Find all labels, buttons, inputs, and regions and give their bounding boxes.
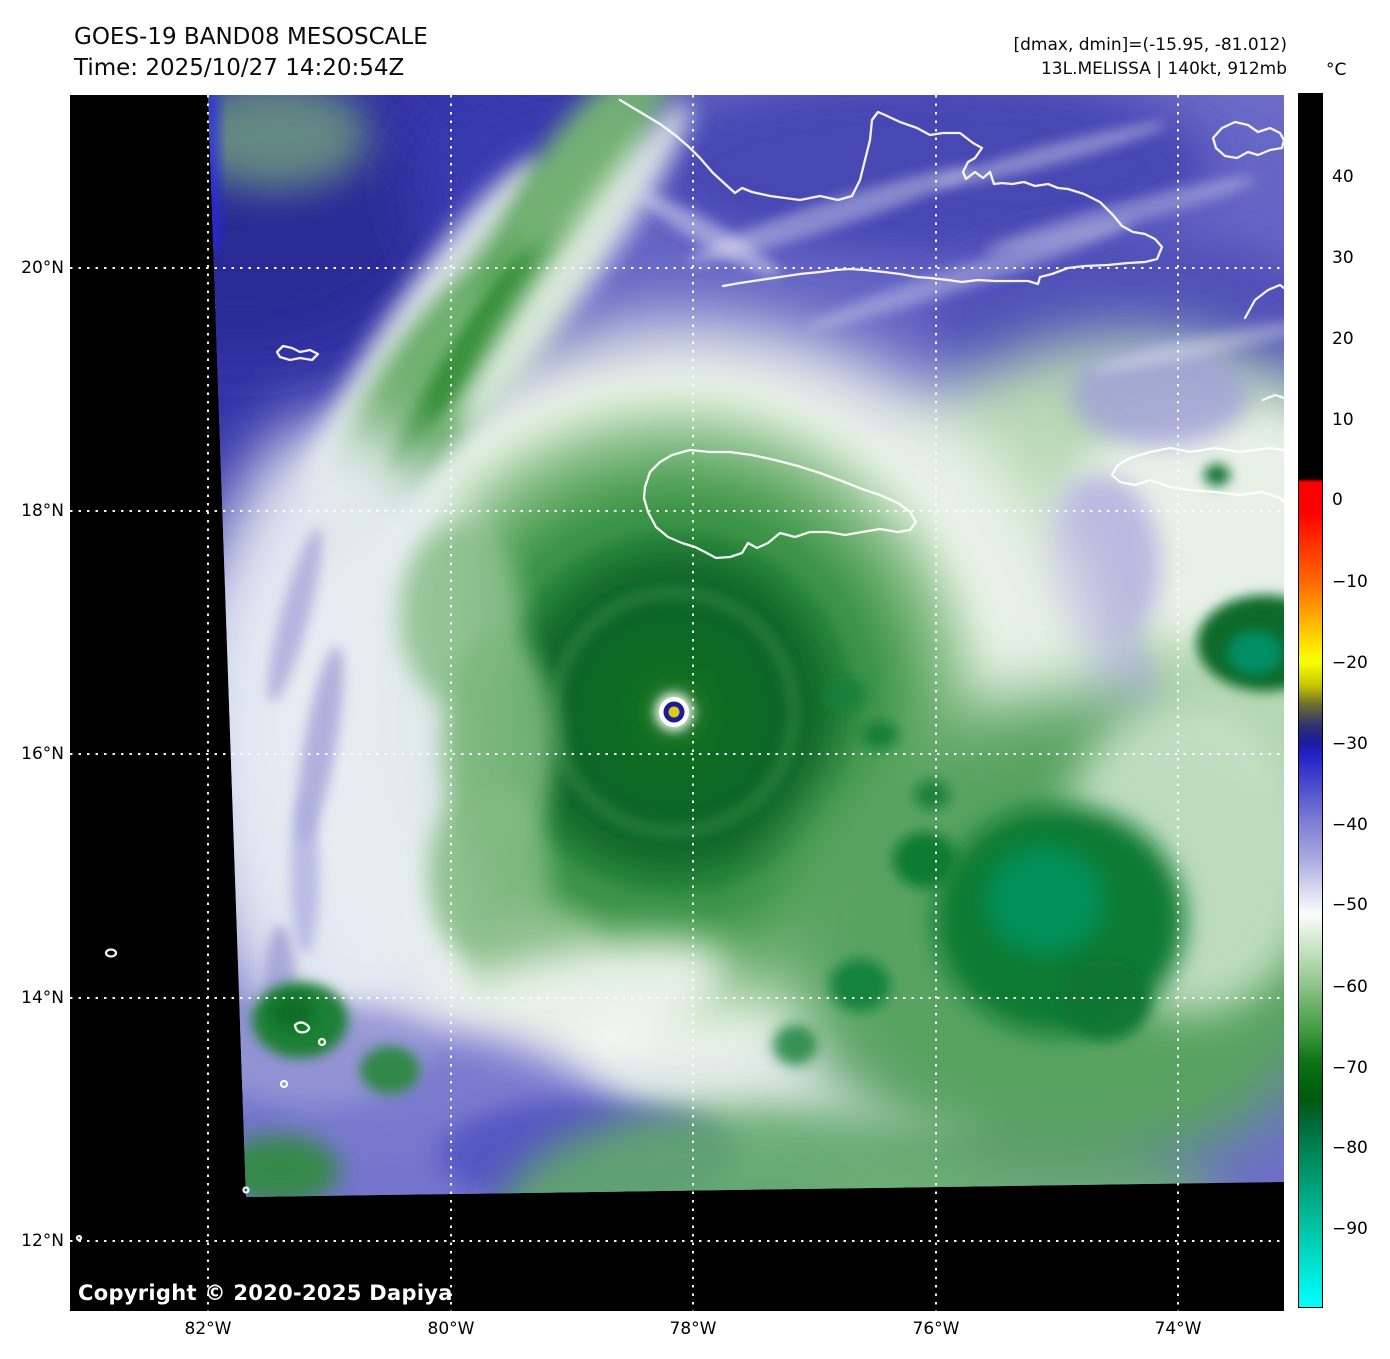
colorbar-tick: 30 bbox=[1332, 248, 1354, 268]
colorbar-tick: −30 bbox=[1332, 734, 1368, 754]
coastline-hispaniola-fragment bbox=[1261, 393, 1286, 402]
lon-tick-label: 78°W bbox=[669, 1319, 717, 1339]
lon-tick-label: 82°W bbox=[184, 1319, 232, 1339]
storm-eye-icon bbox=[655, 693, 693, 731]
lon-tick-label: 74°W bbox=[1154, 1319, 1202, 1339]
coastline-small-cay bbox=[242, 1186, 250, 1194]
coastlines bbox=[75, 98, 1286, 1242]
figure-timestamp: Time: 2025/10/27 14:20:54Z bbox=[74, 55, 405, 81]
coastline-small-cay bbox=[279, 1079, 289, 1089]
satellite-imagery bbox=[208, 95, 1284, 1197]
lon-tick-label: 80°W bbox=[427, 1319, 475, 1339]
colorbar-tick: −80 bbox=[1332, 1138, 1368, 1158]
colorbar-tick: −60 bbox=[1332, 977, 1368, 997]
colorbar-tick: −90 bbox=[1332, 1219, 1368, 1239]
coastline-hispaniola bbox=[1110, 446, 1286, 504]
copyright-label: Copyright © 2020-2025 Dapiya bbox=[78, 1281, 453, 1305]
temperature-colorbar bbox=[1298, 93, 1323, 1308]
colorbar-tick: 40 bbox=[1332, 167, 1354, 187]
colorbar-tick: −20 bbox=[1332, 653, 1368, 673]
storm-info-label: 13L.MELISSA | 140kt, 912mb bbox=[1040, 59, 1287, 79]
satellite-map-svg bbox=[70, 95, 1286, 1311]
coastline-island-fragment bbox=[1243, 283, 1286, 320]
colorbar-tick: 0 bbox=[1332, 490, 1343, 510]
colorbar-tick: −10 bbox=[1332, 572, 1368, 592]
coastline-cuba bbox=[618, 98, 1164, 288]
lat-tick-label: 12°N bbox=[21, 1231, 64, 1251]
coastline-small-cay bbox=[293, 1021, 311, 1034]
map-plot-area: Copyright © 2020-2025 Dapiya bbox=[70, 95, 1286, 1311]
coastline-jamaica bbox=[642, 448, 918, 560]
lat-tick-label: 20°N bbox=[21, 258, 64, 278]
colorbar-unit-label: °C bbox=[1326, 60, 1347, 80]
lat-tick-label: 18°N bbox=[21, 501, 64, 521]
graticule bbox=[70, 95, 1284, 1311]
coastline-great-inagua bbox=[1211, 120, 1286, 160]
colorbar-tick: −40 bbox=[1332, 815, 1368, 835]
colorbar-tick: 10 bbox=[1332, 410, 1354, 430]
lat-tick-label: 14°N bbox=[21, 988, 64, 1008]
colorbar-tick: −50 bbox=[1332, 895, 1368, 915]
coastline-small-cay bbox=[317, 1037, 327, 1047]
coastline-cayman bbox=[275, 344, 320, 362]
colorbar-tick: −70 bbox=[1332, 1058, 1368, 1078]
lat-tick-label: 16°N bbox=[21, 744, 64, 764]
range-info-label: [dmax, dmin]=(-15.95, -81.012) bbox=[1013, 35, 1288, 55]
coastline-small-cay bbox=[104, 948, 118, 958]
lon-tick-label: 76°W bbox=[912, 1319, 960, 1339]
colorbar-tick: 20 bbox=[1332, 329, 1354, 349]
figure-title: GOES-19 BAND08 MESOSCALE bbox=[74, 24, 428, 50]
